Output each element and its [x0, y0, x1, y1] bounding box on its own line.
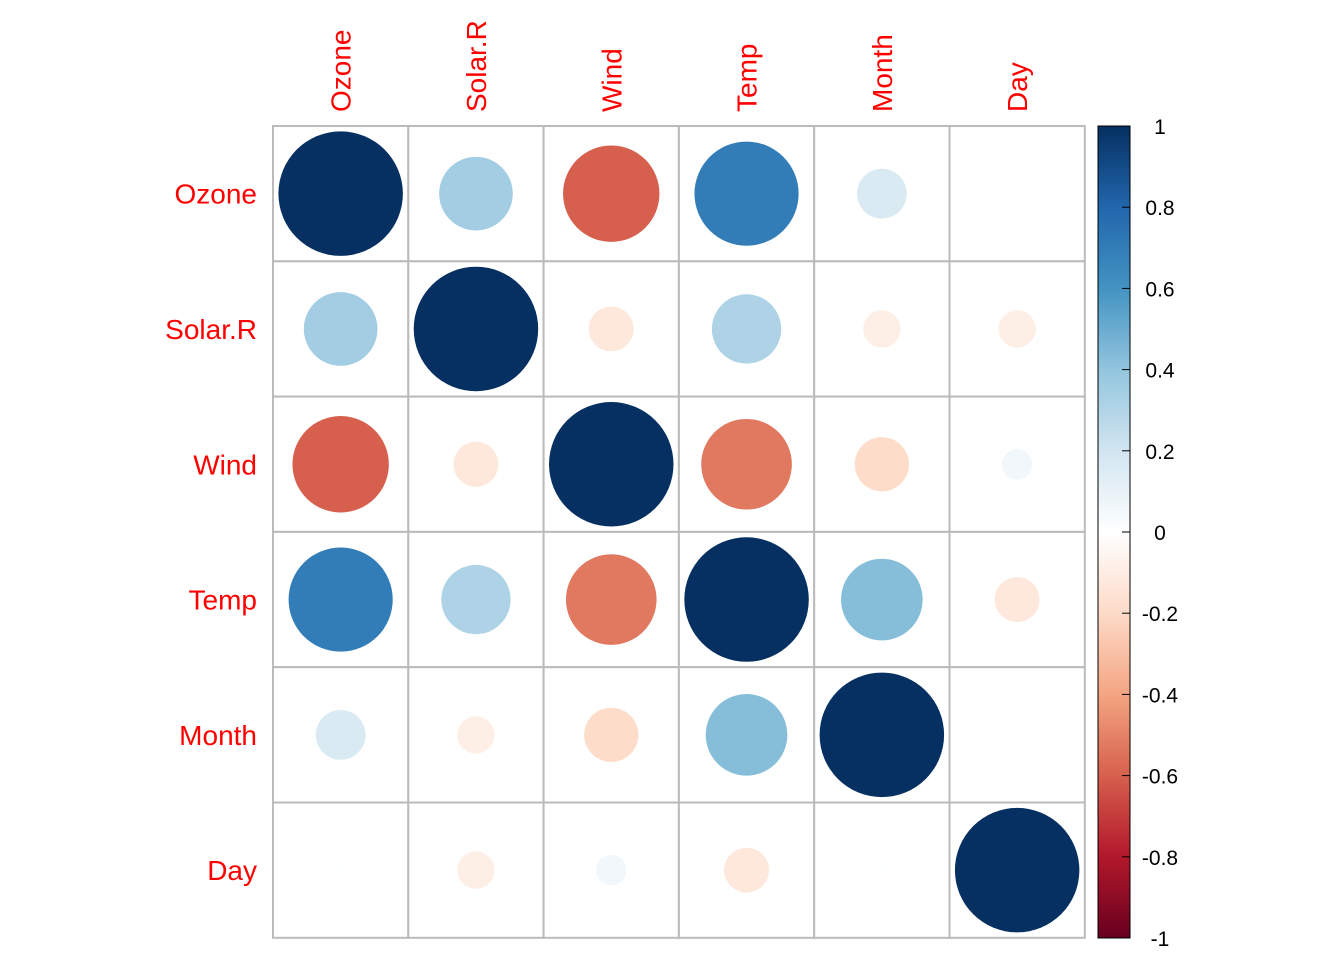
correlation-circle — [441, 564, 511, 635]
correlation-circle — [457, 716, 495, 754]
colorbar-tick-label: 0 — [1154, 522, 1166, 545]
colorbar-tick-label: -1 — [1151, 928, 1170, 951]
grid-cell — [407, 395, 545, 533]
correlation-circle — [439, 156, 513, 231]
correlation-circle — [994, 577, 1040, 622]
colorbar-tick-label: -0.2 — [1142, 603, 1178, 626]
colorbar-tick-label: 0.8 — [1145, 197, 1174, 220]
row-label: Wind — [193, 449, 257, 480]
row-label: Solar.R — [165, 314, 257, 345]
column-labels: Ozone Solar.R Wind Temp Month Day — [326, 20, 1034, 112]
correlation-circle — [684, 537, 809, 662]
correlation-circle — [1010, 187, 1024, 200]
colorbar: 1 0.8 0.6 0.4 0.2 0 -0.2 -0.4 -0.6 -0.8 -1 — [1097, 116, 1179, 951]
column-label: Solar.R — [461, 20, 492, 112]
correlation-circle — [694, 141, 799, 246]
correlation-circle — [288, 547, 393, 652]
colorbar-tick-label: 1 — [1154, 116, 1166, 139]
correlation-circle — [457, 851, 495, 889]
correlation-circle — [334, 863, 347, 877]
correlation-circle — [711, 294, 782, 364]
correlation-circle — [819, 672, 945, 798]
colorbar-tick-label: 0.4 — [1145, 360, 1175, 383]
correlation-circle — [701, 418, 792, 510]
correlation-circle — [453, 441, 499, 487]
row-label: Day — [207, 855, 257, 886]
row-labels: Ozone Solar.R Wind Temp Month Day — [165, 179, 257, 887]
correlation-circle — [1010, 728, 1024, 742]
row-label: Ozone — [175, 179, 258, 210]
colorbar-tick-label: 0.2 — [1145, 441, 1174, 464]
colorbar-tick-label: -0.6 — [1142, 766, 1178, 789]
colorbar-tick-label: -0.8 — [1142, 847, 1178, 870]
correlation-circle — [998, 310, 1036, 348]
correlation-circle — [841, 558, 923, 641]
correlation-circle — [584, 707, 639, 762]
correlation-circle — [596, 854, 627, 886]
correlation-circle — [854, 437, 909, 492]
column-label: Temp — [732, 44, 763, 112]
matrix-cells — [272, 125, 1086, 939]
colorbar-tick-label: -0.4 — [1142, 684, 1179, 707]
row-label: Month — [179, 720, 257, 751]
correlation-circle — [278, 131, 403, 256]
correlation-circle — [1001, 449, 1033, 480]
correlation-circle — [856, 168, 907, 219]
correlation-circle — [315, 709, 366, 760]
correlation-circle — [863, 310, 901, 348]
correlation-circle — [563, 145, 660, 242]
correlation-circle — [292, 416, 389, 513]
correlation-circle — [413, 266, 539, 392]
correlation-circle — [724, 847, 769, 893]
correlation-circle — [705, 694, 788, 776]
correlation-circle — [565, 554, 657, 645]
column-label: Ozone — [326, 30, 357, 113]
correlation-circles — [278, 131, 1080, 933]
column-label: Month — [867, 34, 898, 112]
column-label: Day — [1002, 62, 1033, 112]
row-label: Temp — [189, 585, 257, 616]
column-label: Wind — [596, 48, 627, 112]
correlation-circle — [303, 292, 378, 366]
correlation-circle — [588, 306, 634, 352]
correlation-circle — [954, 807, 1080, 933]
correlation-circle — [549, 402, 674, 527]
colorbar-tick-label: 0.6 — [1145, 278, 1174, 301]
correlation-circle — [875, 863, 889, 877]
